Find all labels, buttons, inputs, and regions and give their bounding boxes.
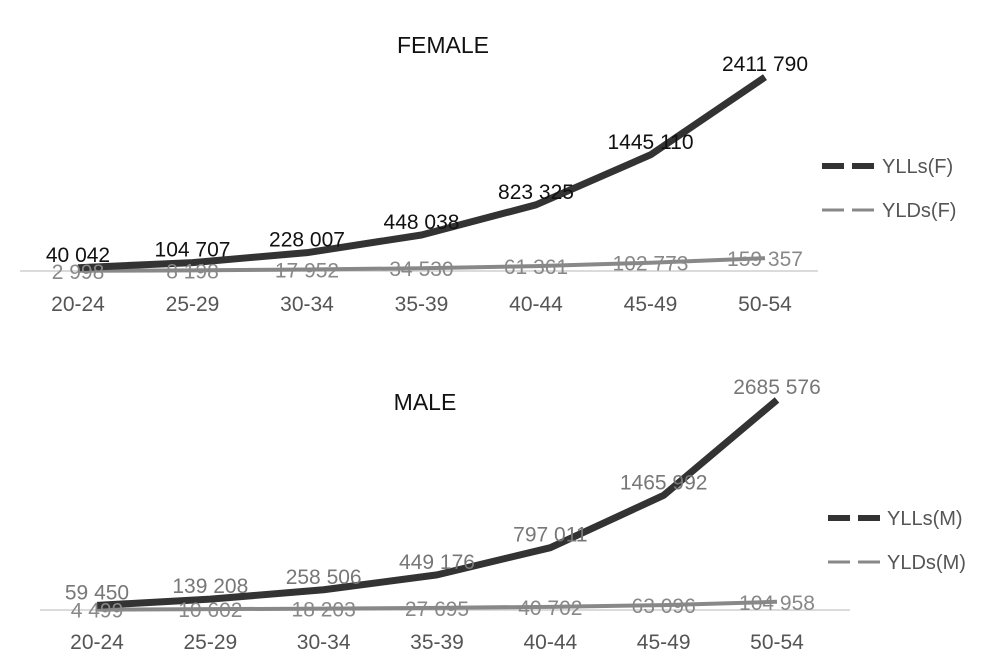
- male-data-label-ylds: 4 499: [71, 600, 124, 623]
- male-data-label-ylls: 1465 992: [620, 471, 708, 494]
- male-series-line-ylls: [96, 397, 780, 609]
- male-legend-label-ylds: YLDs(M): [887, 552, 966, 574]
- male-x-tick-label: 30-34: [297, 631, 351, 654]
- male-data-label-ylls: 449 176: [399, 551, 475, 574]
- male-data-label-ylls: 797 011: [513, 524, 587, 547]
- male-data-label-ylds: 63 096: [632, 595, 696, 618]
- male-series-line-ylds: [96, 599, 778, 612]
- male-data-label-ylls: 258 506: [286, 566, 362, 589]
- male-data-label-ylds: 10 602: [178, 599, 242, 622]
- female-x-tick-label: 45-49: [624, 293, 678, 316]
- male-data-label-ylds: 40 702: [518, 597, 582, 620]
- male-data-label-ylls: 59 450: [65, 581, 129, 604]
- male-data-label-ylds: 104 958: [739, 592, 815, 615]
- female-data-label-ylds: 8 198: [166, 260, 219, 283]
- female-data-label-ylls: 2411 790: [722, 53, 808, 76]
- male-x-tick-label: 50-54: [750, 631, 804, 654]
- male-data-label-ylds: 18 203: [292, 599, 356, 622]
- female-chart-title: FEMALE: [397, 32, 489, 58]
- female-data-label-ylds: 17 952: [275, 260, 339, 283]
- female-data-label-ylds: 159 357: [727, 248, 803, 271]
- female-x-tick-label: 40-44: [509, 293, 563, 316]
- female-series-line-ylls: [77, 74, 767, 272]
- male-data-label-ylls: 2685 576: [733, 376, 821, 399]
- female-data-label-ylls: 40 042: [46, 244, 110, 267]
- female-data-label-ylds: 34 530: [389, 258, 453, 281]
- female-data-label-ylls: 228 007: [269, 229, 345, 252]
- male-data-label-ylds: 27 695: [405, 598, 469, 621]
- male-data-label-ylls: 139 208: [172, 575, 248, 598]
- male-x-tick-label: 45-49: [637, 631, 691, 654]
- female-legend-label-ylls: YLLs(F): [882, 156, 953, 178]
- female-x-tick-label: 35-39: [395, 293, 449, 316]
- male-chart-title: MALE: [394, 389, 457, 415]
- male-x-tick-label: 20-24: [70, 631, 124, 654]
- male-x-tick-label: 40-44: [523, 631, 577, 654]
- female-x-tick-label: 20-24: [51, 293, 105, 316]
- female-legend-label-ylds: YLDs(F): [882, 200, 956, 222]
- female-x-tick-label: 25-29: [166, 293, 220, 316]
- male-x-tick-label: 35-39: [410, 631, 464, 654]
- male-x-tick-label: 25-29: [183, 631, 237, 654]
- female-data-label-ylls: 1445 110: [607, 131, 693, 154]
- female-x-tick-label: 50-54: [738, 293, 792, 316]
- female-data-label-ylds: 2 998: [52, 261, 105, 284]
- female-data-label-ylls: 823 325: [498, 181, 574, 204]
- female-data-label-ylds: 102 773: [613, 253, 689, 276]
- female-data-label-ylls: 448 038: [384, 211, 460, 234]
- female-data-label-ylds: 61 361: [504, 256, 568, 279]
- female-x-tick-label: 30-34: [280, 293, 334, 316]
- female-series-line-ylds: [77, 256, 766, 273]
- female-data-label-ylls: 104 707: [155, 239, 231, 262]
- male-legend-label-ylls: YLLs(M): [887, 508, 963, 530]
